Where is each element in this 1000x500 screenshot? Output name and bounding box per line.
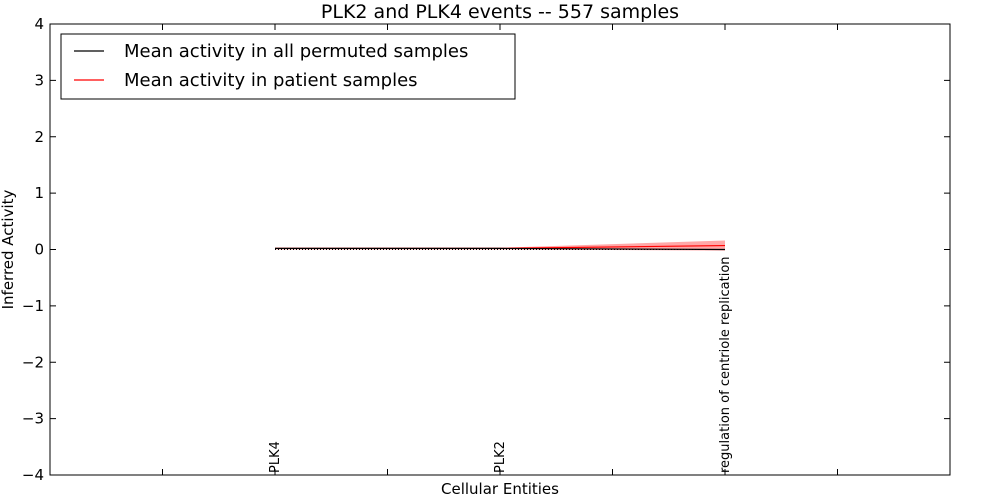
category-label: PLK2 [493,441,508,473]
category-label: PLK4 [268,441,283,473]
series-line-permuted [275,247,726,251]
y-tick-label: 3 [34,71,44,89]
category-label: regulation of centriole replication [718,256,733,473]
y-tick-label: −2 [22,353,44,371]
chart-title: PLK2 and PLK4 events -- 557 samples [321,1,679,23]
y-tick-label: 2 [34,128,44,146]
x-axis-label: Cellular Entities [441,480,559,498]
legend-entry-patient: Mean activity in patient samples [124,70,418,91]
y-tick-label: −4 [22,466,44,484]
y-tick-label: −1 [22,297,44,315]
y-tick-label: 1 [34,184,44,202]
legend-box [60,33,516,100]
axis-ticks: 4 3 2 1 0 −1 −2 −3 −4 PLK4 PLK2 regulation of centr… [22,15,950,484]
y-tick-label: 4 [34,15,44,33]
legend-entry-permuted: Mean activity in all permuted samples [124,41,468,62]
legend: Mean activity in all permuted samples Me… [60,33,516,100]
y-axis-label: Inferred Activity [0,189,17,309]
y-tick-label: −3 [22,410,44,428]
y-tick-label: 0 [34,241,44,259]
